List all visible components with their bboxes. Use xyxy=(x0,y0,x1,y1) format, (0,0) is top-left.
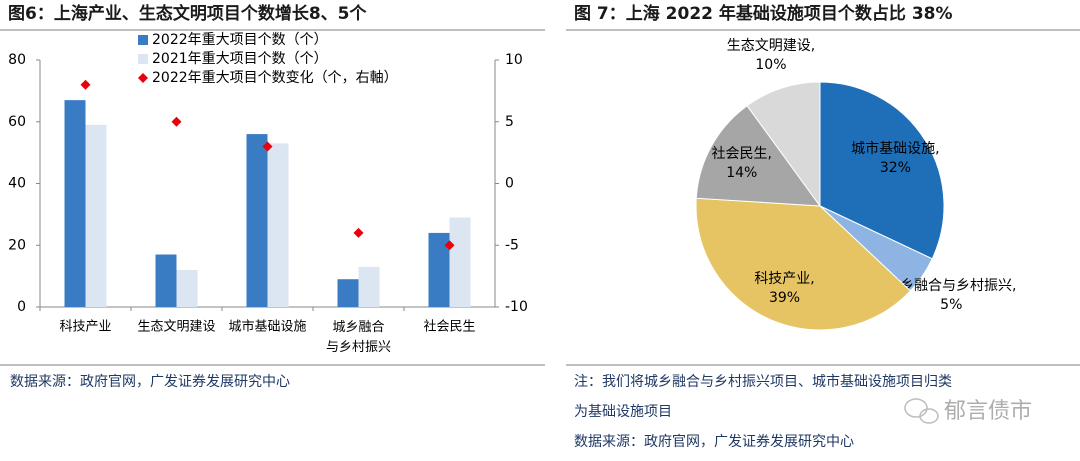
y-tick-label: 80 xyxy=(8,52,26,68)
marker xyxy=(262,141,273,152)
x-tick-label: 城市基础设施 xyxy=(228,319,306,335)
y2-tick-label: -10 xyxy=(505,299,528,315)
pie-label: 社会民生, xyxy=(712,146,772,162)
chart-title: 图6：上海产业、生态文明项目个数增长8、5个 xyxy=(8,3,367,24)
note: 为基础设施项目 xyxy=(574,403,672,420)
marker xyxy=(353,227,364,238)
bar xyxy=(176,269,198,307)
bar xyxy=(85,124,107,308)
y2-tick-label: 10 xyxy=(505,52,523,68)
legend-swatch xyxy=(138,73,148,83)
pie-value-label: 32% xyxy=(880,160,911,176)
x-tick-label: 社会民生 xyxy=(423,319,475,335)
pie-slice xyxy=(819,81,945,260)
y-tick-label: 60 xyxy=(8,114,26,130)
y2-tick-label: 0 xyxy=(505,176,514,192)
bar xyxy=(358,266,380,307)
watermark: 郁言债市 xyxy=(944,399,1032,424)
pie-value-label: 10% xyxy=(755,57,786,73)
bar xyxy=(337,279,359,307)
bar xyxy=(64,100,86,307)
marker xyxy=(80,79,91,90)
note: 注：我们将城乡融合与乡村振兴项目、城市基础设施项目归类 xyxy=(574,373,952,390)
pie-label: 城乡融合与乡村振兴, xyxy=(886,278,1016,294)
y-tick-label: 40 xyxy=(8,176,26,192)
legend-label: 2022年重大项目个数变化（个，右軸） xyxy=(152,70,398,86)
legend-label: 2022年重大项目个数（个） xyxy=(152,32,328,48)
pie-value-label: 5% xyxy=(940,297,962,313)
marker xyxy=(444,240,455,251)
bar xyxy=(155,254,177,307)
pie-slice xyxy=(695,104,822,207)
bar xyxy=(246,134,268,307)
y2-tick-label: 5 xyxy=(505,114,514,130)
y-tick-label: 20 xyxy=(8,237,26,253)
pie-label: 城市基础设施, xyxy=(851,140,939,157)
marker xyxy=(171,116,182,127)
pie-slice xyxy=(695,197,912,331)
x-tick-label: 生态文明建设 xyxy=(137,320,215,335)
bar xyxy=(267,143,289,307)
pie-label: 科技产业, xyxy=(754,271,814,287)
y2-tick-label: -5 xyxy=(505,237,519,253)
watermark-icon xyxy=(904,398,939,424)
bar xyxy=(449,217,471,307)
pie-value-label: 14% xyxy=(726,165,757,181)
chart-title: 图 7：上海 2022 年基础设施项目个数占比 38% xyxy=(574,3,953,24)
legend-label: 2021年重大项目个数（个） xyxy=(152,51,328,67)
source: 数据来源：政府官网，广发证券发展研究中心 xyxy=(10,374,290,390)
bar xyxy=(428,232,450,307)
legend-swatch xyxy=(138,54,148,64)
source: 数据来源：政府官网，广发证券发展研究中心 xyxy=(574,434,854,450)
legend-swatch xyxy=(138,35,148,45)
pie-value-label: 39% xyxy=(769,290,800,306)
pie-slice xyxy=(746,81,821,208)
x-tick-label: 城乡融合与乡村振兴 xyxy=(326,320,391,355)
x-tick-label: 科技产业 xyxy=(59,320,111,335)
pie-label: 生态文明建设, xyxy=(727,38,815,54)
y-tick-label: 0 xyxy=(17,299,26,315)
